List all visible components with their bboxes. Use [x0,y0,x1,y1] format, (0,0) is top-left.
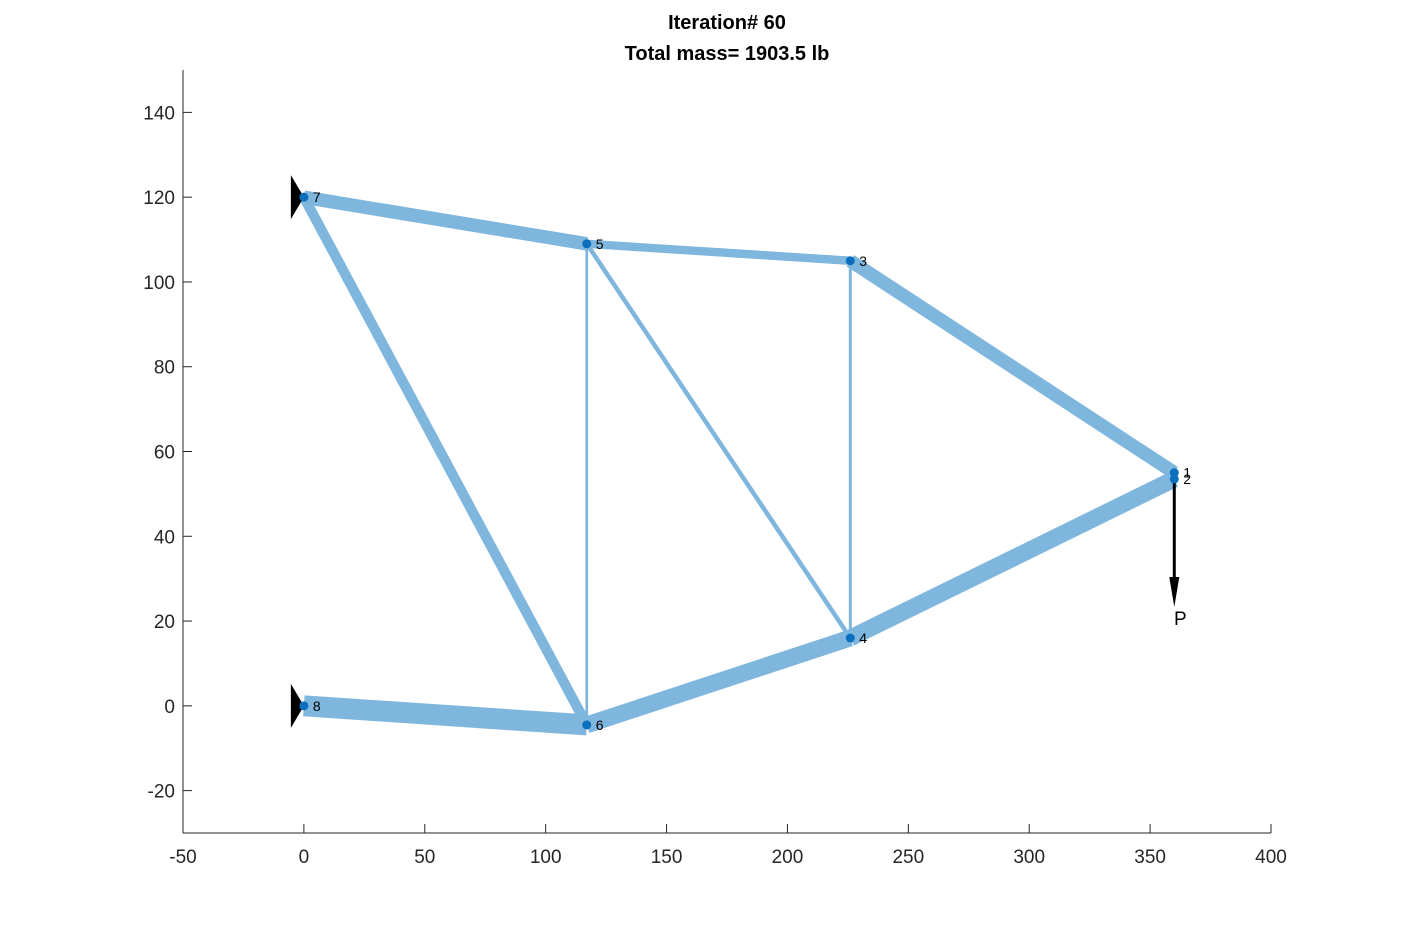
truss-member-8-6 [303,695,588,736]
node-2 [1169,474,1179,484]
node-label-3: 3 [859,253,867,269]
node-4 [845,633,855,643]
x-tick-label: 250 [892,847,924,868]
axes: -50 0 50 100 150 200 250 300 350 400 -20 0 20 40 60 80 1… [143,70,1287,868]
x-tick-label: 350 [1134,847,1166,868]
load-label: P [1174,609,1187,630]
node-8 [299,701,309,711]
node-label-4: 4 [859,630,867,646]
y-tick-label: 100 [143,273,175,294]
chart-title-line-2: Total mass= 1903.5 lb [625,43,830,65]
node-6 [582,720,592,730]
truss-nodes [299,192,1179,730]
y-tick-label: -20 [148,782,175,803]
truss-member-3-1 [846,255,1178,479]
y-tick-label: 120 [143,188,175,209]
support-icon-7 [290,175,304,220]
node-1 [1169,468,1179,478]
truss-member-4-2 [846,471,1178,646]
x-tick-label: 300 [1013,847,1045,868]
y-tick-label: 20 [154,612,175,633]
truss-member-5-4 [584,242,853,640]
x-tick-label: 150 [651,847,683,868]
truss-members [299,190,1178,736]
y-tick-label: 60 [154,443,175,464]
chart-title-line-1: Iteration# 60 [668,12,786,34]
node-labels: 12 3 4 5 6 7 8 [313,189,1191,733]
x-tick-label: 200 [772,847,804,868]
y-tick-label: 140 [143,103,175,124]
x-tick-label: 100 [530,847,562,868]
y-tick-label: 40 [154,527,175,548]
x-tick-label: 0 [299,847,310,868]
y-tick-label: 0 [164,697,175,718]
supports [290,175,304,728]
support-icon-8 [290,683,304,728]
node-3 [845,256,855,266]
node-5 [582,239,592,249]
x-tick-label: 400 [1255,847,1287,868]
node-label-6: 6 [596,717,604,733]
x-tick-label: -50 [169,847,196,868]
y-tick-label: 80 [154,358,175,379]
load-arrow-group: P [1169,479,1187,630]
truss-member-6-4 [584,630,853,733]
node-label-7: 7 [313,189,321,205]
node-label-5: 5 [596,236,604,252]
node-7 [299,192,309,202]
truss-member-5-3 [586,239,851,265]
node-label-1: 1 [1183,465,1191,481]
truss-member-7-5 [302,190,588,251]
node-label-2: 2 [1183,471,1191,487]
truss-member-7-6 [299,194,592,728]
x-tick-label: 50 [414,847,435,868]
load-arrow-head-icon [1169,577,1180,608]
node-label-8: 8 [313,698,321,714]
